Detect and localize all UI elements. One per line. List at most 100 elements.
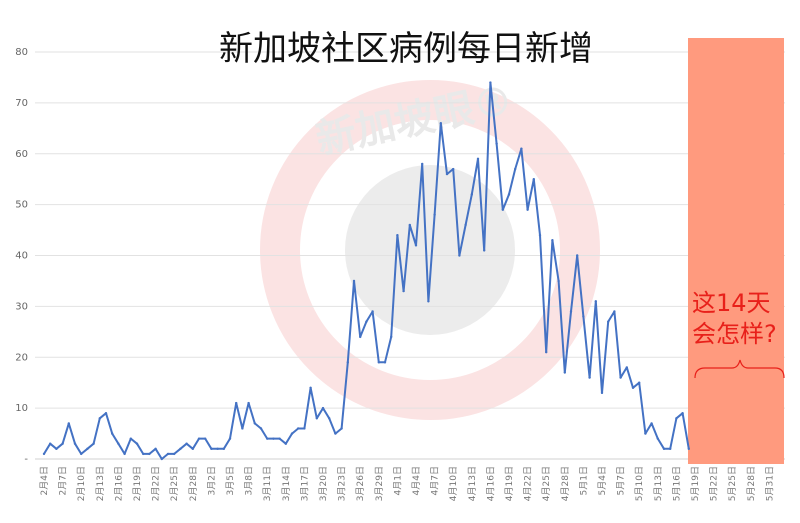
x-tick-label: 3月8日 <box>244 466 255 495</box>
data-point <box>402 289 405 293</box>
x-tick-label: 3月14日 <box>281 466 292 501</box>
data-point <box>656 437 659 440</box>
forecast-highlight-box <box>688 38 784 464</box>
data-point <box>160 457 163 461</box>
data-point <box>439 122 442 125</box>
data-point <box>328 417 331 420</box>
data-point <box>464 223 467 227</box>
x-tick-label: 3月26日 <box>355 466 366 501</box>
x-tick-label: 2月28日 <box>188 466 199 501</box>
data-point <box>253 422 256 425</box>
data-point <box>607 320 610 323</box>
y-tick-label: 30 <box>15 301 28 312</box>
data-point <box>687 447 690 451</box>
data-point <box>42 452 46 456</box>
x-tick-label: 4月10日 <box>448 466 459 501</box>
annotation-line-1: 这14天 <box>692 289 771 317</box>
data-point <box>272 437 275 440</box>
data-point <box>408 223 411 227</box>
x-tick-label: 2月22日 <box>151 466 162 501</box>
data-point <box>638 381 641 384</box>
x-tick-label: 2月7日 <box>58 466 69 495</box>
data-point <box>92 442 95 445</box>
x-tick-label: 4月13日 <box>467 466 478 501</box>
x-tick-label: 4月25日 <box>541 466 552 501</box>
data-point <box>129 437 132 440</box>
data-point <box>501 208 504 211</box>
data-point <box>117 442 120 445</box>
data-point <box>613 310 616 313</box>
data-point <box>123 452 126 456</box>
data-point <box>204 437 207 440</box>
data-point <box>390 335 393 339</box>
data-point <box>600 391 604 395</box>
data-point <box>259 427 263 430</box>
data-point <box>526 208 529 211</box>
data-point <box>359 335 362 339</box>
data-point <box>266 437 269 440</box>
x-tick-label: 5月31日 <box>764 466 775 501</box>
x-tick-label: 5月25日 <box>727 466 738 501</box>
data-point <box>371 310 374 313</box>
x-tick-label: 2月10日 <box>76 466 87 501</box>
data-point <box>210 447 213 451</box>
x-tick-label: 5月19日 <box>690 466 701 501</box>
x-tick-label: 4月22日 <box>523 466 534 501</box>
data-point <box>135 442 139 445</box>
brace-annotation <box>694 359 785 379</box>
data-point <box>197 437 201 440</box>
x-tick-label: 3月2日 <box>206 466 217 495</box>
data-point <box>576 254 579 257</box>
data-point <box>309 386 312 389</box>
x-tick-label: 5月7日 <box>616 466 627 495</box>
x-tick-label: 4月7日 <box>430 466 441 495</box>
data-point <box>80 452 83 456</box>
x-tick-label: 4月16日 <box>485 466 496 501</box>
data-point <box>631 386 635 389</box>
data-point <box>290 432 294 435</box>
data-point <box>383 361 387 364</box>
data-point <box>588 376 591 379</box>
data-point <box>507 193 511 196</box>
data-point <box>216 447 219 451</box>
data-point <box>557 279 560 283</box>
x-tick-label: 5月1日 <box>578 466 589 495</box>
data-point <box>49 442 52 445</box>
x-tick-label: 4月4日 <box>411 466 422 495</box>
data-point <box>55 447 58 451</box>
data-point <box>396 233 399 237</box>
data-point <box>142 452 145 456</box>
x-tick-label: 2月19日 <box>132 466 143 501</box>
data-point <box>476 157 480 161</box>
data-point <box>222 447 225 451</box>
y-tick-label: 80 <box>15 47 28 58</box>
data-point <box>551 239 554 242</box>
data-point <box>334 432 337 435</box>
data-point <box>303 427 306 430</box>
x-tick-label: 3月5日 <box>225 466 236 495</box>
data-point <box>495 142 498 145</box>
data-point <box>520 147 523 150</box>
data-point <box>427 300 430 303</box>
data-point <box>675 417 678 420</box>
y-tick-label: 60 <box>15 149 28 160</box>
data-point <box>445 172 449 176</box>
data-point <box>532 177 535 181</box>
x-tick-label: 3月23日 <box>337 466 348 501</box>
data-point <box>191 447 194 451</box>
data-point <box>321 406 325 410</box>
data-point <box>247 401 250 405</box>
data-point <box>681 412 684 415</box>
x-tick-label: 5月10日 <box>634 466 645 501</box>
data-point <box>514 167 517 171</box>
data-point <box>619 376 622 379</box>
x-tick-label: 2月16日 <box>113 466 124 501</box>
data-point <box>278 437 281 440</box>
chart-title: 新加坡社区病例每日新增 <box>219 29 593 69</box>
data-point <box>346 361 349 364</box>
x-tick-label: 3月20日 <box>318 466 329 501</box>
data-point <box>61 442 64 445</box>
data-point <box>173 452 176 456</box>
data-point <box>470 193 473 196</box>
data-point <box>73 442 77 445</box>
